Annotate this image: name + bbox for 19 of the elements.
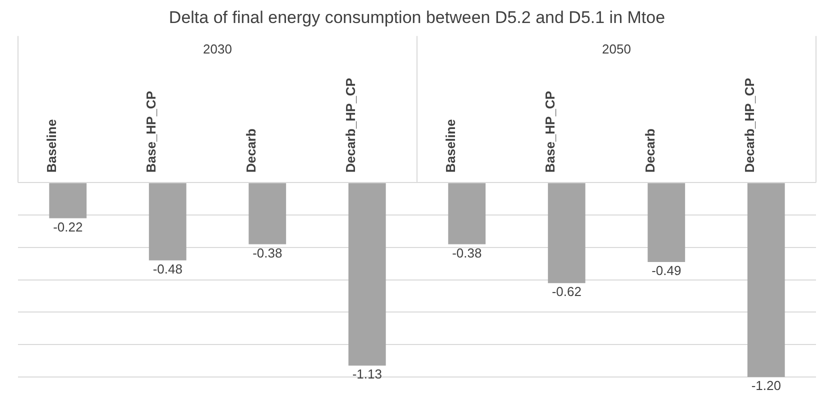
chart-title: Delta of final energy consumption between D5.2 and D5.1 in Mtoe [168,8,666,29]
text: 2030 [203,42,232,57]
data-label: -1.13 [352,366,382,382]
x-tick-label: Decarb_HP_CP [343,78,358,173]
x-tick-label: Baseline [442,119,458,173]
x-tick-label: Baseline [44,119,59,173]
text: 2050 [602,42,631,57]
x-tick-label: Decarb [243,128,258,173]
data-label: -0.38 [252,245,282,260]
data-label: -0.22 [53,219,83,234]
x-tick-label: Decarb [642,128,658,173]
data-label: -0.48 [152,261,182,276]
data-label: -0.62 [552,284,582,300]
x-tick-label: Base_HP_CP [144,90,159,173]
x-tick-label: Base_HP_CP [542,90,558,173]
x-tick-label: Decarb_HP_CP [742,78,758,173]
data-label: -1.20 [751,378,781,394]
data-label: -0.49 [652,263,682,278]
data-label: -0.38 [452,245,482,260]
